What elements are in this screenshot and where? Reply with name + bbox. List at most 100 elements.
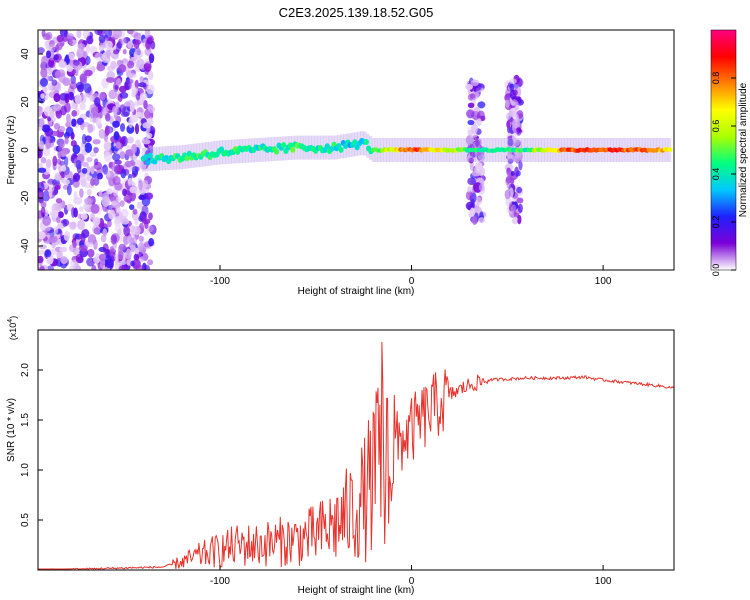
noise-blob xyxy=(76,48,84,59)
noise-blob xyxy=(470,198,475,210)
noise-blob xyxy=(54,226,59,234)
noise-blob xyxy=(70,101,77,110)
noise-blob xyxy=(58,144,64,152)
noise-blob xyxy=(42,86,48,93)
x-tick-label: -100 xyxy=(210,276,230,287)
noise-blob xyxy=(144,30,151,39)
ridge-mark xyxy=(290,146,296,153)
noise-blob xyxy=(134,217,139,226)
noise-blob xyxy=(59,246,68,253)
noise-blob xyxy=(516,127,522,133)
noise-blob xyxy=(49,110,55,119)
spectrogram-marks xyxy=(38,30,673,270)
noise-blob xyxy=(56,249,63,261)
noise-blob xyxy=(38,167,47,173)
y-tick-label: 1.0 xyxy=(20,463,31,477)
noise-blob xyxy=(58,202,63,210)
ridge-halo xyxy=(282,136,287,161)
noise-blob xyxy=(81,161,89,168)
noise-blob xyxy=(115,78,122,86)
noise-blob xyxy=(45,140,52,150)
ridge-mark xyxy=(287,142,294,149)
noise-blob xyxy=(101,196,110,207)
noise-blob xyxy=(85,242,94,248)
noise-blob xyxy=(142,179,149,189)
colorbar-tick-label: 0.2 xyxy=(711,216,721,229)
noise-blob xyxy=(71,207,76,218)
noise-blob xyxy=(470,79,479,87)
noise-blob xyxy=(72,174,78,183)
noise-blob xyxy=(48,68,53,76)
noise-blob xyxy=(38,191,44,200)
noise-blob xyxy=(62,179,70,185)
ridge-mark xyxy=(274,148,280,155)
noise-blob xyxy=(62,218,67,227)
noise-blob xyxy=(104,125,110,136)
noise-blob xyxy=(45,158,52,169)
noise-blob xyxy=(102,108,107,116)
ridge-mark xyxy=(145,159,151,166)
noise-blob xyxy=(90,203,100,214)
noise-blob xyxy=(122,48,127,55)
ridge-mark xyxy=(352,139,358,146)
x-tick-label: 0 xyxy=(409,576,415,587)
noise-blob xyxy=(133,253,140,261)
noise-blob xyxy=(92,217,101,226)
colorbar-strip xyxy=(710,29,737,271)
noise-blob xyxy=(74,94,82,105)
snr-y-ticks: 0.5 1.0 1.5 2.0 xyxy=(20,363,43,527)
noise-blob xyxy=(56,216,61,224)
ridge-halo xyxy=(340,134,344,159)
ridge-mark xyxy=(184,155,190,162)
noise-blob xyxy=(127,41,133,49)
x-tick-label: 0 xyxy=(409,276,415,287)
noise-blob xyxy=(102,164,109,175)
noise-blob xyxy=(126,78,134,85)
x-tick-label: -100 xyxy=(210,576,230,587)
noise-blob xyxy=(138,241,144,251)
noise-blob xyxy=(63,230,71,242)
noise-blob xyxy=(72,241,77,249)
ridge-mark xyxy=(338,146,344,153)
snr-x-label: Height of straight line (km) xyxy=(298,585,415,596)
noise-blob xyxy=(148,238,155,247)
noise-blob xyxy=(131,86,139,95)
noise-blob xyxy=(113,131,120,141)
noise-blob xyxy=(81,229,90,239)
noise-blob xyxy=(68,39,73,46)
noise-blob xyxy=(77,43,86,50)
noise-blob xyxy=(123,225,131,237)
noise-blob xyxy=(509,83,515,93)
y-tick-label: 20 xyxy=(20,96,31,108)
noise-blob xyxy=(41,124,51,133)
spectrogram-panel: -100 0 100 -40 -20 0 20 40 Height of straight … xyxy=(6,29,675,297)
x-tick-label: 100 xyxy=(595,276,612,287)
noise-blob xyxy=(44,249,52,258)
noise-blob xyxy=(143,63,151,70)
noise-blob xyxy=(142,252,149,262)
noise-blob xyxy=(98,34,106,43)
noise-blob xyxy=(131,143,137,154)
noise-blob xyxy=(469,132,478,139)
noise-blob xyxy=(146,84,155,95)
noise-blob xyxy=(474,162,483,169)
noise-blob xyxy=(51,79,58,86)
noise-blob xyxy=(98,91,106,101)
noise-blob xyxy=(60,105,67,116)
noise-blob xyxy=(471,123,478,135)
noise-blob xyxy=(92,139,101,145)
noise-blob xyxy=(60,165,67,172)
noise-blob xyxy=(39,265,45,270)
snr-y-multiplier-exp: 4 xyxy=(7,319,14,323)
spectrogram-y-label: Frequency (Hz) xyxy=(6,116,17,185)
noise-blob xyxy=(108,89,118,100)
x-tick-label: 100 xyxy=(595,576,612,587)
noise-blob xyxy=(512,132,517,144)
noise-blob xyxy=(127,60,135,69)
noise-blob xyxy=(48,187,53,198)
noise-blob xyxy=(133,39,140,50)
ridge-mark xyxy=(667,147,673,152)
noise-blob xyxy=(103,248,112,256)
noise-blob xyxy=(110,234,118,245)
noise-blob xyxy=(129,204,135,211)
